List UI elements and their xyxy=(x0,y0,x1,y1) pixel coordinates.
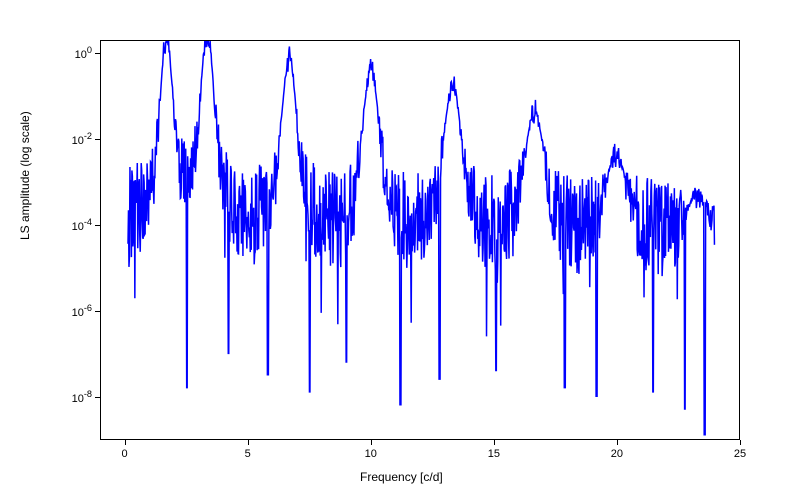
y-tick-mark xyxy=(95,225,100,226)
x-tick-mark xyxy=(494,440,495,445)
periodogram-chart: LS amplitude (log scale) Frequency [c/d]… xyxy=(0,0,800,500)
spectrum-line xyxy=(128,41,714,435)
y-tick-label: 10-2 xyxy=(42,131,92,147)
x-tick-label: 5 xyxy=(245,448,251,460)
y-tick-mark xyxy=(95,397,100,398)
y-tick-mark xyxy=(95,139,100,140)
x-tick-label: 0 xyxy=(122,448,128,460)
x-tick-label: 20 xyxy=(611,448,623,460)
y-tick-label: 10-6 xyxy=(42,303,92,319)
plot-area xyxy=(100,40,740,440)
y-tick-mark xyxy=(95,311,100,312)
x-tick-mark xyxy=(740,440,741,445)
y-tick-label: 100 xyxy=(42,45,92,61)
y-axis-label: LS amplitude (log scale) xyxy=(18,111,32,240)
x-tick-mark xyxy=(617,440,618,445)
x-tick-mark xyxy=(371,440,372,445)
y-tick-label: 10-4 xyxy=(42,217,92,233)
x-tick-label: 25 xyxy=(734,448,746,460)
x-tick-mark xyxy=(248,440,249,445)
x-tick-mark xyxy=(125,440,126,445)
x-tick-label: 15 xyxy=(488,448,500,460)
x-axis-label: Frequency [c/d] xyxy=(360,470,443,484)
y-tick-mark xyxy=(95,53,100,54)
x-tick-label: 10 xyxy=(365,448,377,460)
y-tick-label: 10-8 xyxy=(42,389,92,405)
plot-svg xyxy=(101,41,739,439)
